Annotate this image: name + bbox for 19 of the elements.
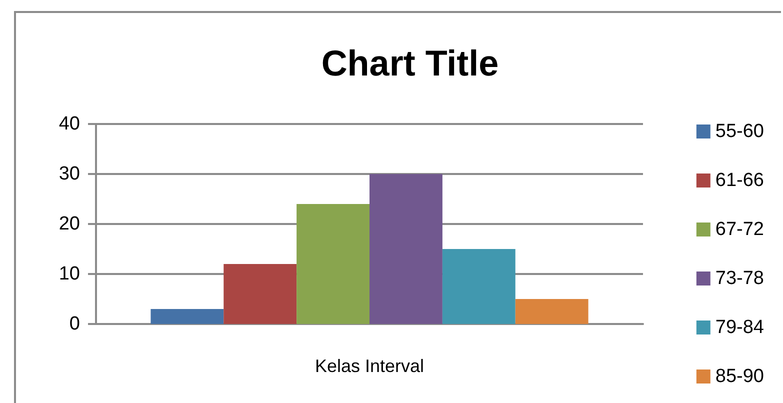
bar bbox=[370, 174, 442, 324]
legend-label: 73-78 bbox=[715, 268, 764, 289]
legend-label: 61-66 bbox=[715, 170, 764, 191]
bar bbox=[296, 204, 370, 324]
legend-label: 85-90 bbox=[715, 366, 764, 387]
legend-label: 55-60 bbox=[715, 121, 764, 142]
y-tick-label: 30 bbox=[58, 164, 80, 184]
chart-title: Chart Title bbox=[321, 42, 499, 84]
bar bbox=[515, 299, 588, 324]
legend-label: 79-84 bbox=[715, 317, 764, 338]
bar bbox=[150, 309, 224, 324]
y-tick-label: 20 bbox=[58, 214, 80, 234]
y-tick-label: 10 bbox=[58, 264, 80, 284]
bar bbox=[224, 264, 297, 324]
bar bbox=[442, 249, 516, 324]
x-tick-label: Kelas Interval bbox=[314, 356, 424, 376]
legend-label: 67-72 bbox=[715, 219, 764, 240]
y-tick-label: 40 bbox=[58, 114, 80, 134]
y-tick-label: 0 bbox=[69, 314, 80, 334]
